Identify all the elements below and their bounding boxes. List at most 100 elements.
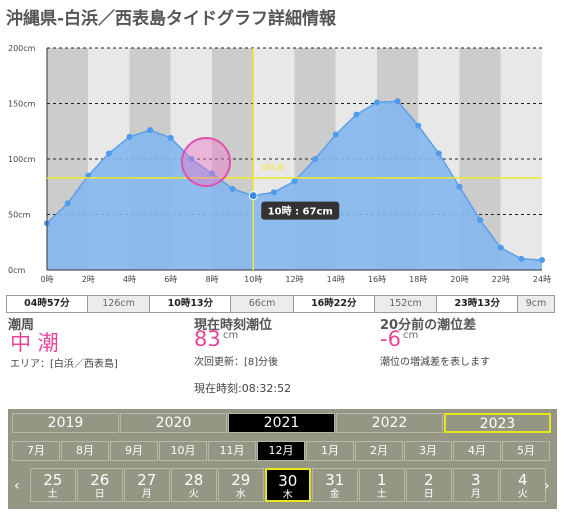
x-tick-label: 24時 xyxy=(533,275,551,284)
current-tide-marker xyxy=(181,137,231,187)
tide-chart: 0cm 50cm 100cm 150cm 200cm 0時 2時 4時 6時 8時 10時 12時 14… xyxy=(8,44,551,284)
tide-extreme-time: 04時57分 xyxy=(7,296,88,312)
day-button[interactable]: 28 火 xyxy=(171,468,217,502)
tide-extreme-time: 10時13分 xyxy=(150,296,232,312)
day-button[interactable]: 26 日 xyxy=(77,468,123,502)
tide-extreme-height: 66cm xyxy=(231,296,294,312)
month-button[interactable]: 5月 xyxy=(502,441,550,461)
weekday-label: 火 xyxy=(517,489,528,500)
day-number: 28 xyxy=(184,471,204,489)
day-number: 27 xyxy=(137,471,157,489)
year-button[interactable]: 2019 xyxy=(12,413,119,433)
current-point xyxy=(248,191,258,201)
tide-point xyxy=(518,255,525,262)
weekday-label: 木 xyxy=(282,490,293,501)
tide-point xyxy=(415,122,422,129)
tide-extreme-time: 16時22分 xyxy=(293,296,375,312)
y-tick-label: 200cm xyxy=(8,44,36,53)
x-tick-label: 8時 xyxy=(205,275,218,284)
tide-point xyxy=(105,150,112,157)
tide-extreme-height: 9cm xyxy=(518,296,554,312)
month-button[interactable]: 11月 xyxy=(208,441,256,461)
diff-note: 潮位の増減差を表します xyxy=(380,357,490,368)
tide-extreme-time: 23時13分 xyxy=(437,296,519,312)
month-button[interactable]: 10月 xyxy=(159,441,207,461)
tooltip-text: 10時 : 67cm xyxy=(268,205,333,218)
day-button[interactable]: 31 金 xyxy=(312,468,358,502)
weekday-label: 土 xyxy=(376,489,387,500)
weekday-label: 水 xyxy=(235,489,246,500)
day-number: 26 xyxy=(90,471,110,489)
area-label: エリア：[白浜／西表島] xyxy=(10,359,118,370)
weekday-label: 土 xyxy=(47,489,58,500)
y-tick-label: 0cm xyxy=(8,266,25,275)
month-button[interactable]: 3月 xyxy=(404,441,452,461)
date-navigator: 2019 2020 2021 2022 2023 7月 8月 9月 10月 11月 12月 1月 2月… xyxy=(8,409,557,509)
tide-extreme-height: 152cm xyxy=(374,296,438,312)
tide-point xyxy=(456,183,463,190)
current-level-label: 現在時刻潮位 xyxy=(194,318,273,333)
day-button[interactable]: 29 水 xyxy=(218,468,264,502)
x-tick-label: 16時 xyxy=(368,275,386,284)
tide-area xyxy=(47,101,542,270)
month-button[interactable]: 1月 xyxy=(306,441,354,461)
tide-extreme-height: 126cm xyxy=(87,296,151,312)
tide-point xyxy=(147,127,154,134)
next-day-arrow[interactable]: › xyxy=(544,478,550,494)
day-button[interactable]: 30 木 xyxy=(265,468,311,502)
month-button[interactable]: 8月 xyxy=(61,441,109,461)
prev-day-arrow[interactable]: ‹ xyxy=(14,478,20,494)
day-number: 25 xyxy=(43,471,63,489)
day-number: 30 xyxy=(278,472,298,490)
month-button[interactable]: 7月 xyxy=(12,441,60,461)
day-number: 31 xyxy=(325,471,345,489)
tide-point xyxy=(312,156,319,162)
tide-point xyxy=(353,111,360,118)
next-update-text: 次回更新：[8]分後 xyxy=(194,357,279,368)
year-row: 2019 2020 2021 2022 2023 xyxy=(12,413,552,433)
x-tick-label: 22時 xyxy=(492,275,510,284)
tide-point xyxy=(167,134,174,141)
day-number: 1 xyxy=(376,471,387,489)
tide-point xyxy=(332,131,339,138)
page-title: 沖縄県-白浜／西表島タイドグラフ詳細情報 xyxy=(6,9,337,29)
tide-point xyxy=(374,99,380,106)
weekday-label: 火 xyxy=(188,489,199,500)
x-tick-label: 14時 xyxy=(327,275,345,284)
tide-point xyxy=(209,170,215,177)
diff-unit: cm xyxy=(403,330,419,341)
month-button[interactable]: 9月 xyxy=(110,441,158,461)
day-row: 25 土 26 日 27 月 28 火 29 水 30 木 31 金 1 土 2 日 3 月 4 火 xyxy=(30,468,547,502)
month-button[interactable]: 2月 xyxy=(355,441,403,461)
month-button[interactable]: 4月 xyxy=(453,441,501,461)
day-button[interactable]: 27 月 xyxy=(124,468,170,502)
x-tick-label: 12時 xyxy=(285,275,303,284)
weekday-label: 月 xyxy=(470,489,481,500)
month-row: 7月 8月 9月 10月 11月 12月 1月 2月 3月 4月 5月 xyxy=(12,441,551,461)
tide-point xyxy=(497,244,504,251)
tide-point xyxy=(539,257,545,264)
tide-summary-table: 04時57分 126cm 10時13分 66cm 16時22分 152cm 23時13分 9c… xyxy=(6,295,555,313)
year-button[interactable]: 2023 xyxy=(444,413,551,433)
x-tick-label: 18時 xyxy=(409,275,427,284)
month-button[interactable]: 12月 xyxy=(257,441,305,461)
year-button[interactable]: 2021 xyxy=(228,413,335,433)
weekday-label: 日 xyxy=(423,489,434,500)
tide-type-label: 潮周 xyxy=(8,318,35,333)
weekday-label: 日 xyxy=(94,489,105,500)
tide-type-value: 中 潮 xyxy=(10,331,59,355)
day-button[interactable]: 25 土 xyxy=(30,468,76,502)
tide-point xyxy=(126,133,133,140)
tide-point xyxy=(188,156,195,162)
tide-point xyxy=(291,178,298,185)
year-button[interactable]: 2020 xyxy=(120,413,227,433)
year-button[interactable]: 2022 xyxy=(336,413,443,433)
y-tick-label: 150cm xyxy=(8,100,36,109)
y-tick-label: 50cm xyxy=(8,211,31,220)
x-tick-label: 6時 xyxy=(164,275,177,284)
tide-point xyxy=(435,150,442,157)
